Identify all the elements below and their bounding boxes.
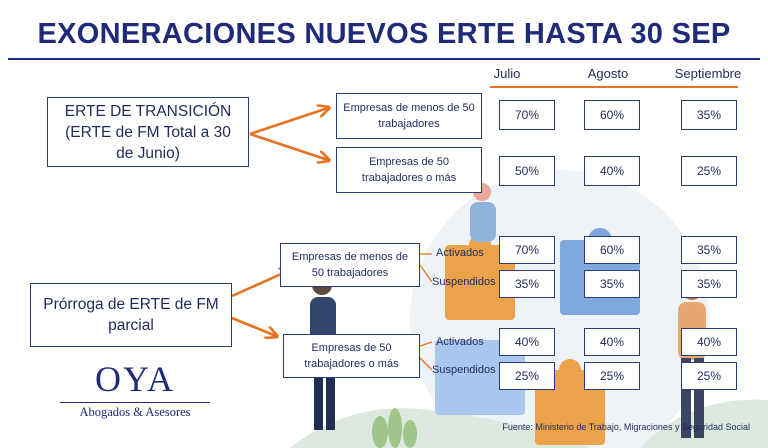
pct-cell: 40% xyxy=(681,328,737,356)
status-label-suspendidos: Suspendidos xyxy=(432,364,496,376)
title-divider xyxy=(8,58,760,60)
pct-cell: 70% xyxy=(499,100,555,130)
transicion-menos-50-box: Empresas de menos de 50 trabajadores xyxy=(336,93,482,139)
arrow-icon xyxy=(249,108,328,136)
month-header-septiembre: Septiembre xyxy=(674,66,742,81)
pct-cell: 40% xyxy=(584,156,640,186)
pct-cell: 50% xyxy=(499,156,555,186)
plant-icon xyxy=(372,408,417,448)
pct-cell: 25% xyxy=(499,362,555,390)
pct-cell: 35% xyxy=(584,270,640,298)
pct-cell: 40% xyxy=(499,328,555,356)
pct-cell: 25% xyxy=(681,156,737,186)
pct-cell: 25% xyxy=(584,362,640,390)
pct-cell: 60% xyxy=(584,100,640,130)
logo-name: OYA xyxy=(94,359,175,399)
pct-cell: 70% xyxy=(499,236,555,264)
status-label-suspendidos: Suspendidos xyxy=(432,276,496,288)
prorroga-menos-50-box: Empresas de menos de 50 trabajadores xyxy=(280,243,420,287)
page-title: EXONERACIONES NUEVOS ERTE HASTA 30 SEP xyxy=(37,18,731,50)
pct-cell: 35% xyxy=(681,100,737,130)
month-header-julio: Julio xyxy=(493,66,521,81)
arrow-icon xyxy=(231,316,276,336)
pct-cell: 25% xyxy=(681,362,737,390)
person-icon xyxy=(470,183,496,242)
erte-transicion-box: ERTE DE TRANSICIÓN (ERTE de FM Total a 3… xyxy=(47,97,249,167)
month-divider xyxy=(490,86,738,88)
status-label-activados: Activados xyxy=(436,247,484,259)
arrow-icon xyxy=(249,132,328,160)
pct-cell: 60% xyxy=(584,236,640,264)
puzzle-piece-icon xyxy=(445,245,515,320)
puzzle-piece-icon xyxy=(435,340,525,415)
company-logo: OYA Abogados & Asesores xyxy=(60,360,210,420)
prorroga-box: Prórroga de ERTE de FM parcial xyxy=(30,283,232,347)
pct-cell: 35% xyxy=(681,236,737,264)
source-note: Fuente: Ministerio de Trabajo, Migracion… xyxy=(502,422,750,432)
transicion-50-mas-box: Empresas de 50 trabajadores o más xyxy=(336,147,482,193)
prorroga-50-mas-box: Empresas de 50 trabajadores o más xyxy=(283,334,420,378)
pct-cell: 35% xyxy=(499,270,555,298)
logo-tagline: Abogados & Asesores xyxy=(60,402,210,420)
pct-cell: 40% xyxy=(584,328,640,356)
pct-cell: 35% xyxy=(681,270,737,298)
month-header-agosto: Agosto xyxy=(587,66,629,81)
status-label-activados: Activados xyxy=(436,336,484,348)
